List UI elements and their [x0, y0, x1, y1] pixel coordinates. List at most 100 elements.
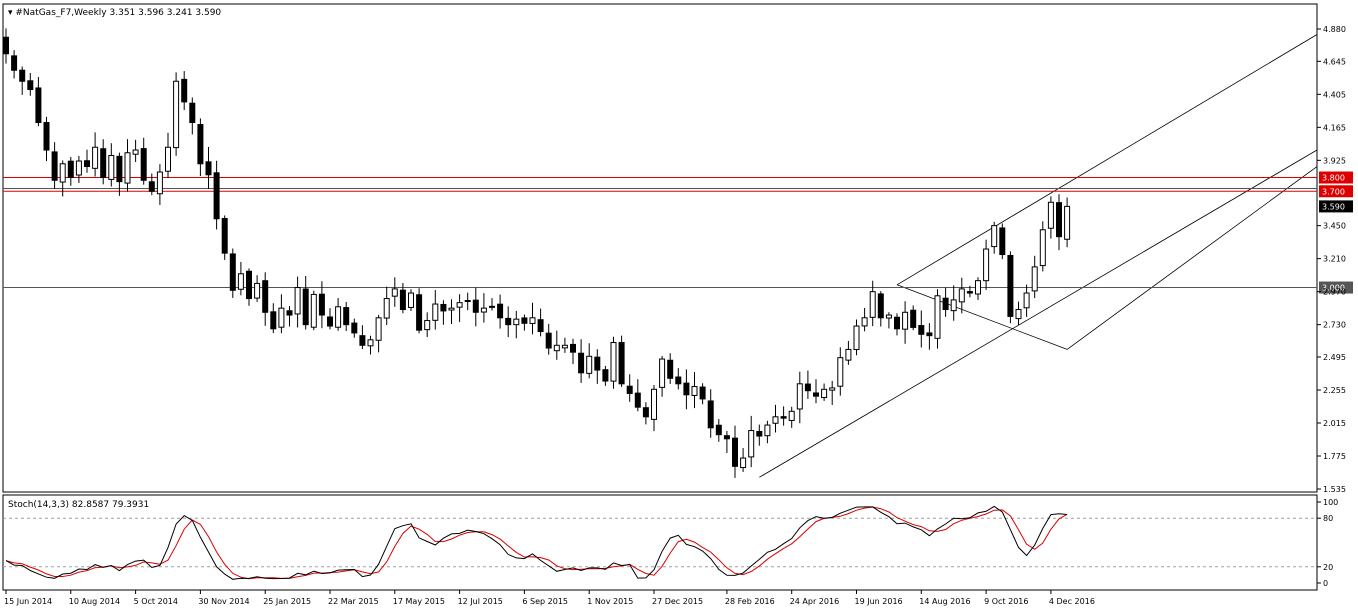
candle	[432, 290, 439, 330]
candle-body	[861, 317, 868, 327]
price-panel[interactable]: 3.800 3.700 3.000 4.880 4.645 4.405 4.165 3.92…	[2, 3, 1353, 494]
candle-body	[3, 36, 9, 55]
candle-body	[626, 385, 633, 394]
candle-body	[189, 102, 196, 124]
price-tick-label: 3.210	[1323, 255, 1346, 264]
candle-body	[489, 305, 495, 308]
stochastic-panel[interactable]: 100 80 20 0 Stoch(14,3,3) 82.8587 79.3931	[2, 494, 1338, 591]
candle	[408, 289, 414, 312]
candle-body	[723, 435, 730, 440]
candle-body	[553, 344, 560, 352]
candle	[173, 72, 180, 156]
candle-body	[440, 303, 447, 312]
candle-body	[67, 160, 74, 179]
candle	[505, 306, 512, 338]
candlesticks	[3, 28, 1071, 478]
last-price-tag	[1319, 200, 1353, 213]
candle-body	[618, 341, 625, 385]
candle-body	[399, 289, 406, 311]
candle	[553, 330, 560, 360]
candle-body	[456, 302, 463, 308]
candle	[748, 415, 755, 468]
candle	[529, 302, 536, 335]
candle-body	[934, 295, 941, 339]
candle	[991, 221, 998, 254]
candle	[756, 424, 763, 446]
candle-body	[246, 270, 252, 300]
candle	[975, 277, 981, 300]
symbol-label: #NatGas_F7,Weekly	[15, 8, 107, 18]
candle-body	[1031, 266, 1038, 292]
candle	[537, 308, 544, 337]
candle-body	[975, 280, 981, 295]
candle	[132, 139, 139, 162]
candle	[148, 173, 155, 196]
candle-body	[27, 80, 34, 91]
candle	[286, 306, 293, 327]
candle	[950, 285, 957, 321]
stoch-main-line	[5, 505, 1068, 580]
candle-body	[116, 155, 123, 183]
candle-body	[229, 253, 236, 291]
candle	[19, 66, 26, 95]
candle	[124, 139, 131, 192]
candle-body	[181, 78, 188, 103]
candle-body	[221, 217, 228, 254]
candle-body	[156, 171, 163, 195]
price-panel-frame	[2, 3, 1318, 493]
candle-body	[286, 310, 293, 316]
candle	[521, 314, 528, 331]
candle	[416, 288, 423, 334]
time-tick-label: 15 Jun 2014	[4, 597, 52, 606]
candle	[67, 156, 74, 186]
candle-body	[108, 155, 115, 180]
candle	[1023, 284, 1030, 317]
candle	[464, 292, 471, 311]
candle-body	[642, 407, 649, 418]
dropdown-arrow-icon[interactable]: ▾	[8, 8, 15, 18]
candle	[140, 137, 147, 185]
channel-diagonal	[896, 284, 1068, 350]
candle	[237, 261, 244, 296]
trend-channel	[759, 34, 1318, 478]
candle-body	[748, 430, 755, 458]
stoch-tick-label: 0	[1323, 579, 1328, 588]
candle-body	[124, 152, 131, 184]
candle	[11, 50, 18, 79]
time-tick-label: 6 Sep 2015	[522, 597, 568, 606]
candle-body	[197, 124, 204, 165]
channel-line	[896, 34, 1318, 286]
candle-body	[545, 332, 552, 349]
stochastic-label: Stoch(14,3,3) 82.8587 79.3931	[8, 500, 149, 510]
candle-body	[740, 457, 747, 469]
candle-body	[732, 437, 738, 467]
candle-body	[448, 307, 455, 311]
candle	[966, 285, 973, 298]
candle-body	[383, 298, 390, 319]
candle	[399, 282, 406, 314]
candle-body	[367, 339, 374, 347]
candle	[634, 379, 641, 412]
candle-body	[480, 307, 487, 313]
candle-body	[262, 280, 269, 313]
candle-body	[926, 332, 933, 337]
candle	[1039, 221, 1046, 272]
candle-body	[521, 317, 528, 324]
candle	[359, 325, 366, 350]
candle-body	[213, 172, 220, 220]
candle	[165, 132, 171, 178]
candle	[740, 448, 747, 472]
candle-body	[35, 87, 42, 124]
candle-body	[983, 248, 990, 282]
candle	[327, 308, 333, 330]
time-tick-label: 19 Jun 2016	[855, 597, 903, 606]
last-price-text: 3.590	[1322, 202, 1345, 211]
candle-body	[561, 344, 568, 349]
candle	[659, 355, 666, 397]
candle-body	[537, 319, 544, 333]
candle	[489, 298, 495, 311]
price-tick-label: 4.880	[1323, 25, 1346, 34]
candle	[189, 97, 196, 135]
